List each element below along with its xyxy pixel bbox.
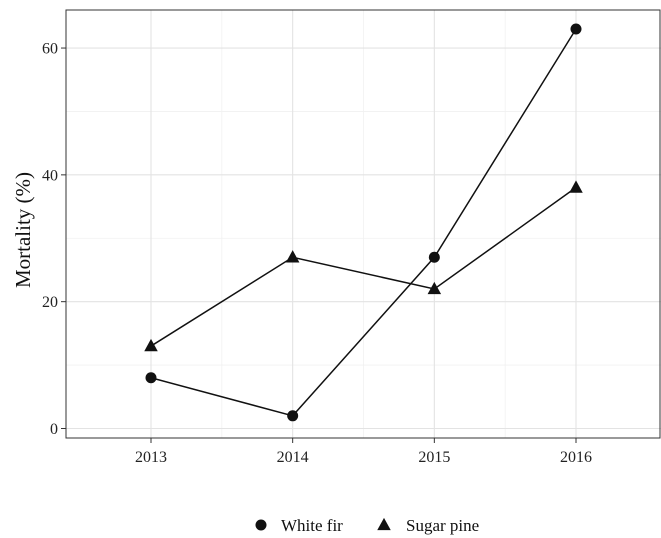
legend: White fir Sugar pine	[255, 516, 479, 535]
axis-ticks: 0 20 40 60 2013 2014 2015 2016	[42, 41, 592, 466]
data-point-white-fir	[428, 251, 440, 263]
grid-lines	[66, 10, 661, 438]
data-point-sugar-pine	[285, 250, 300, 263]
legend-key-white-fir	[255, 519, 267, 531]
x-tick-label: 2014	[277, 449, 309, 466]
data-point-white-fir	[287, 410, 299, 422]
data-point-white-fir	[570, 23, 582, 35]
series-layer	[144, 23, 583, 422]
x-tick-label: 2016	[560, 449, 592, 466]
data-point-sugar-pine	[144, 338, 158, 352]
y-axis-title: Mortality (%)	[11, 172, 35, 288]
x-tick-label: 2015	[418, 449, 450, 466]
plot-panel-border	[65, 9, 661, 439]
y-tick-label: 20	[42, 294, 58, 311]
data-point-white-fir	[145, 372, 157, 384]
y-tick-label: 0	[50, 421, 58, 438]
legend-label-sugar-pine: Sugar pine	[406, 516, 479, 535]
data-point-sugar-pine	[427, 281, 442, 295]
y-tick-label: 40	[42, 167, 58, 184]
x-tick-label: 2013	[135, 449, 167, 466]
legend-key-sugar-pine	[377, 517, 391, 531]
series-line-sugar-pine	[150, 186, 577, 347]
legend-label-white-fir: White fir	[281, 516, 343, 535]
y-tick-label: 60	[42, 41, 58, 58]
series-line-white-fir	[150, 28, 577, 417]
data-point-sugar-pine	[569, 180, 583, 193]
